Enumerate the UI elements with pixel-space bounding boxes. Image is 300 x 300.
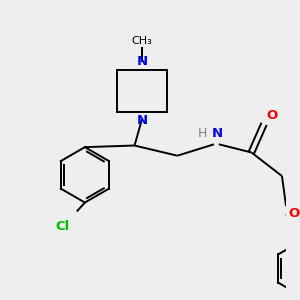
- Text: Cl: Cl: [55, 220, 69, 232]
- Text: O: O: [289, 207, 300, 220]
- Text: CH₃: CH₃: [131, 36, 152, 46]
- Text: N: N: [136, 114, 148, 127]
- Text: N: N: [136, 55, 148, 68]
- Text: H: H: [197, 127, 207, 140]
- Text: N: N: [212, 127, 223, 140]
- Text: O: O: [266, 109, 277, 122]
